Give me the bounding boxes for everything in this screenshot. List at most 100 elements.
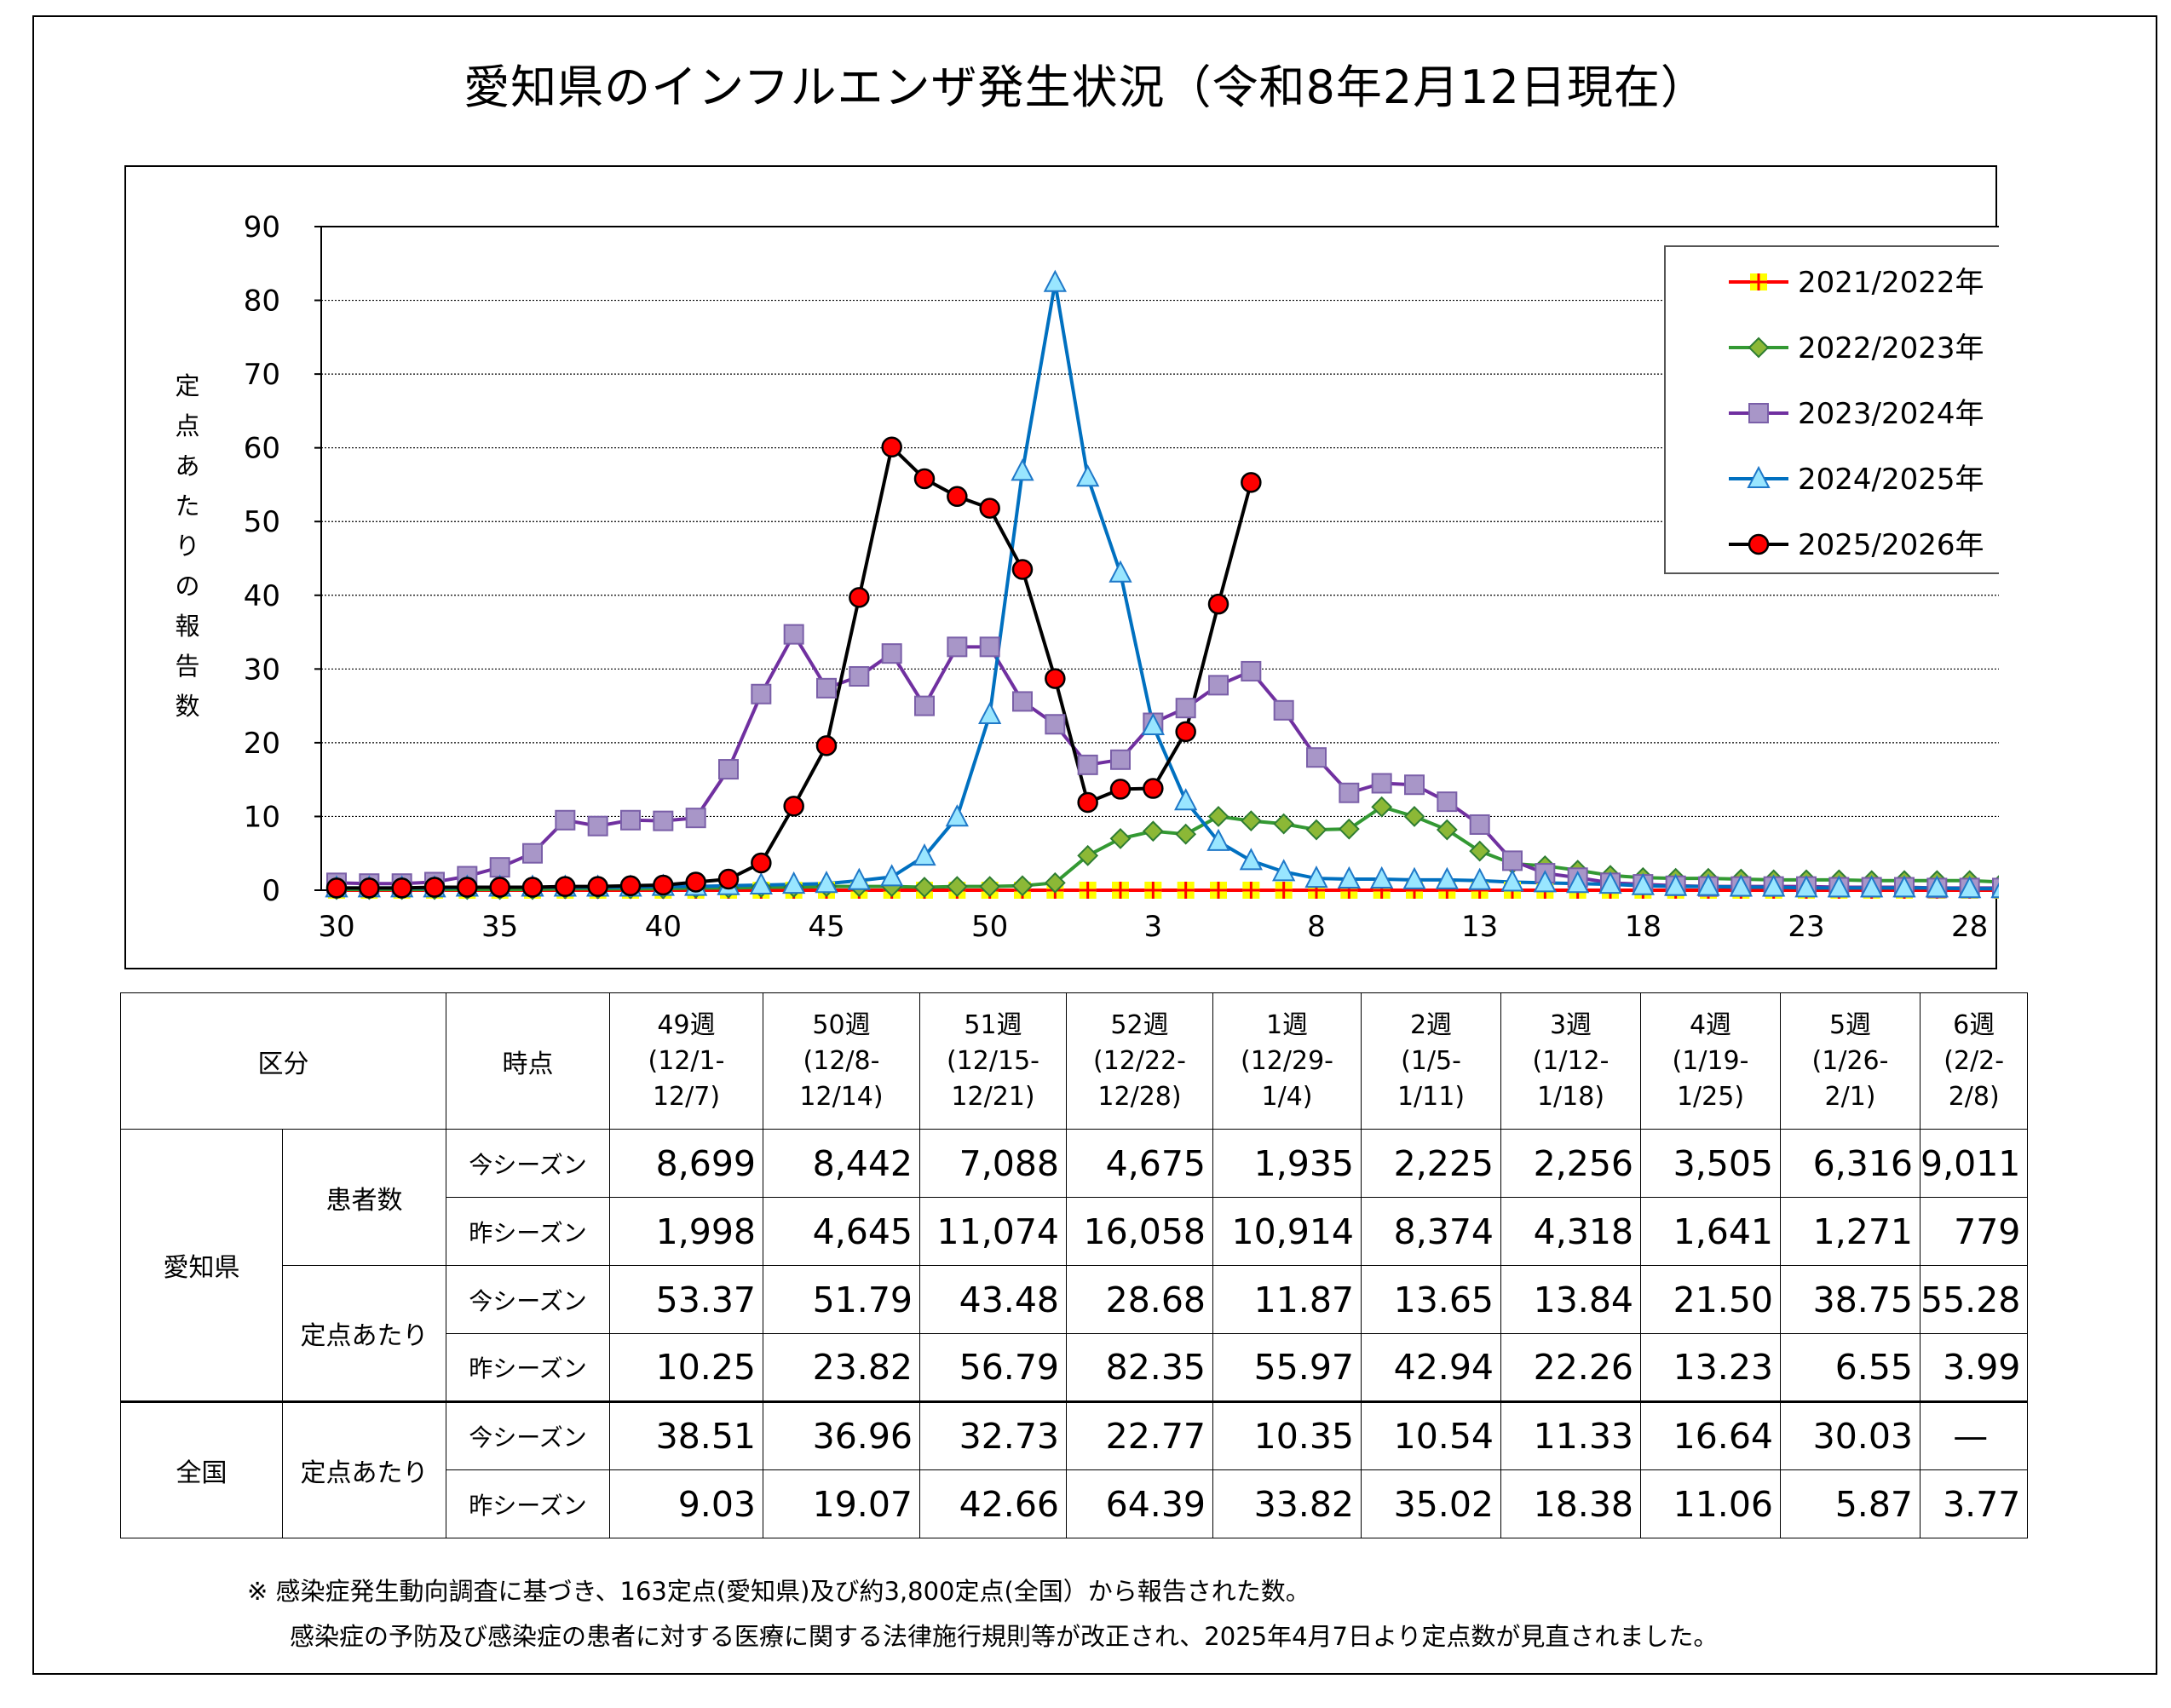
table-row: 昨シーズン 9.03 19.07 42.66 64.39 33.82 35.02 18.38… [121,1469,2029,1538]
data-point [849,665,870,687]
data-point [1208,675,1229,696]
data-point [815,871,838,894]
table-cell: 779 [1919,1197,2029,1266]
data-point [718,759,739,780]
data-point [489,857,510,878]
table-cell: 42.66 [919,1469,1067,1538]
data-point [457,877,478,898]
data-point [1045,668,1066,689]
legend-marker [1748,336,1770,359]
table-cell: 6,316 [1780,1129,1920,1198]
week-header: 2週 (1/5- 1/11) [1361,992,1501,1130]
data-point [1437,791,1458,813]
data-point [1370,866,1394,889]
table-cell: 11.87 [1212,1265,1362,1334]
legend-label: 2022/2023年 [1798,331,1984,365]
data-point [1012,691,1033,712]
chart-area: 010203040506070809030354045503813182328週… [124,165,1999,969]
table-cell: 4,318 [1500,1197,1641,1266]
data-point [783,624,804,645]
table-cell: 30.03 [1780,1400,1920,1470]
data-point [587,876,608,897]
legend-label: 2023/2024年 [1798,397,1984,431]
data-point [946,876,968,898]
data-point [620,809,641,831]
week-header: 5週 (1/26- 2/1) [1780,992,1920,1130]
kanja-label: 患者数 [282,1129,446,1266]
legend-marker [1750,273,1767,290]
y-tick-label: 90 [244,210,280,244]
table-cell: 5.87 [1780,1469,1920,1538]
data-point [1011,875,1034,897]
data-table: 区分 時点 49週 (12/1- 12/7) 50週 (12/8- 12/14) 51週… [120,992,2029,1538]
data-point [1469,814,1490,835]
y-tick-label: 10 [244,800,280,834]
data-point [1144,882,1162,899]
data-point [881,436,902,458]
table-cell: 43.48 [919,1265,1067,1334]
data-point [749,871,773,894]
legend-marker [1748,403,1769,423]
table-cell: — [1919,1400,2029,1470]
y-tick-label: 40 [244,579,280,613]
table-row: 定点あたり 今シーズン 53.37 51.79 43.48 28.68 11.87 13.… [121,1265,2029,1402]
data-point [1077,844,1099,866]
season-label: 昨シーズン [446,1333,610,1402]
table-cell: 82.35 [1066,1333,1213,1402]
teiten-label: 定点あたり [282,1265,446,1402]
table-cell: 10,914 [1212,1197,1362,1266]
page-title: 愛知県のインフルエンザ発生状況（令和8年2月12日現在） [464,60,1707,114]
table-cell: 4,645 [763,1197,920,1266]
table-cell: 19.07 [763,1469,920,1538]
table-cell: 1,271 [1780,1197,1920,1266]
data-point [979,497,1000,519]
y-axis-label: 定点あたりの報告数 [175,371,200,721]
table-cell: 21.50 [1640,1265,1781,1334]
data-point [1043,269,1067,292]
y-tick-label: 50 [244,505,280,539]
table-cell: 28.68 [1066,1265,1213,1334]
data-point [751,852,772,874]
week-header: 52週 (12/22- 12/28) [1066,992,1213,1130]
data-point [1403,806,1425,827]
table-cell: 38.51 [609,1400,763,1470]
data-point [1177,882,1195,899]
data-point [1631,872,1655,895]
week-header: 1週 (12/29- 1/4) [1212,992,1362,1130]
data-point [881,643,902,664]
data-point [1206,828,1230,851]
x-tick-label: 3 [1144,910,1163,944]
data-point [1110,749,1131,770]
data-point [947,486,968,508]
season-label: 今シーズン [446,1265,610,1334]
table-cell: 11,074 [919,1197,1067,1266]
data-point [978,701,1002,724]
table-cell: 22.77 [1066,1400,1213,1470]
data-point [1794,875,1818,898]
data-point [913,843,936,866]
data-point [1077,754,1098,775]
aichi-label: 愛知県 [120,1129,283,1402]
season-label: 今シーズン [446,1129,610,1198]
data-point [1207,806,1229,827]
y-tick-label: 70 [244,358,280,392]
y-tick-label: 20 [244,727,280,761]
table-cell: 33.82 [1212,1469,1362,1538]
data-point [1273,813,1295,835]
data-point [1598,871,1622,894]
legend-marker [1748,533,1770,555]
table-cell: 36.96 [763,1400,920,1470]
data-point [1729,874,1753,897]
data-point [1273,699,1294,721]
week-header: 3週 (1/12- 1/18) [1500,992,1641,1130]
week-header: 4週 (1/19- 1/25) [1640,992,1781,1130]
table-row: 愛知県 患者数 今シーズン 8,699 8,442 7,088 4,675 1,935 2… [120,1129,2029,1402]
table-cell: 8,442 [763,1129,920,1198]
data-point [587,815,608,837]
week-header: 6週 (2/2- 2/8) [1919,992,2029,1130]
data-point [555,876,576,897]
week-header: 51週 (12/15- 12/21) [919,992,1067,1130]
table-cell: 3,505 [1640,1129,1781,1198]
table-cell: 1,998 [609,1197,763,1266]
data-point [815,735,838,756]
